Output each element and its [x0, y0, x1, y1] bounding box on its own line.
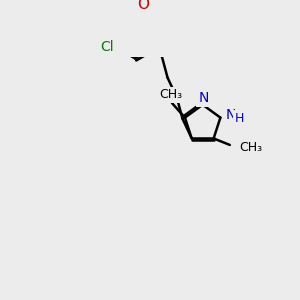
Text: N: N	[225, 108, 236, 122]
Text: H: H	[235, 112, 244, 125]
Text: CH₃: CH₃	[159, 88, 182, 101]
Text: CH₃: CH₃	[239, 141, 263, 154]
Text: O: O	[137, 0, 149, 12]
Text: N: N	[198, 91, 209, 105]
Text: Cl: Cl	[100, 40, 114, 54]
